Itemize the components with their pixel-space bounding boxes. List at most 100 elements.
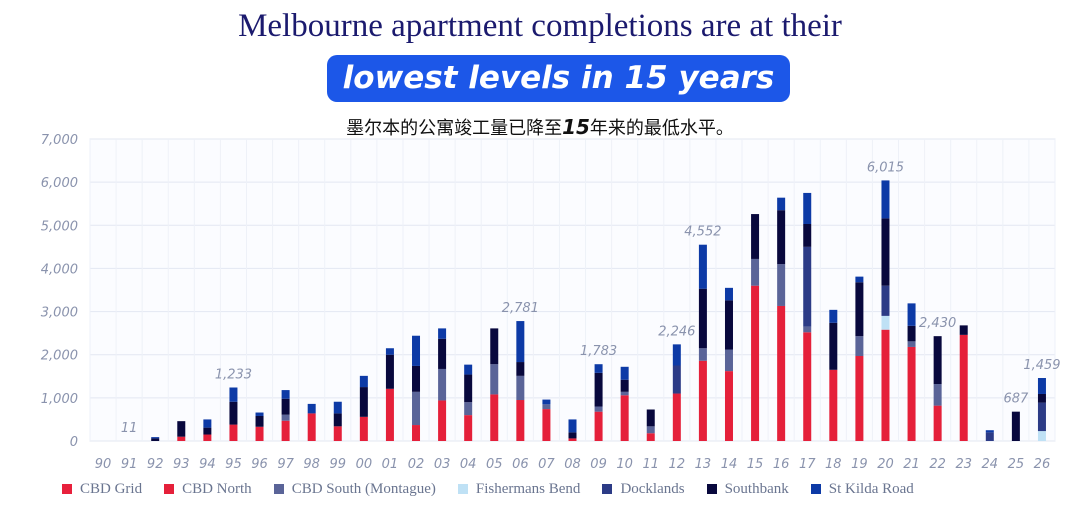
bar-segment — [881, 315, 890, 330]
bar-segment — [881, 218, 890, 286]
legend-item: CBD North — [164, 480, 252, 498]
x-tick-label: 94 — [199, 457, 216, 472]
bar-segment — [359, 375, 368, 388]
data-label: 2,246 — [658, 324, 695, 339]
x-tick-label: 24 — [982, 457, 999, 472]
bar-segment — [464, 374, 473, 403]
bar-segment — [1037, 431, 1046, 441]
bar-segment — [516, 321, 525, 363]
bar-segment — [464, 415, 473, 441]
bar-segment — [855, 336, 864, 357]
bar-segment — [1037, 393, 1046, 403]
legend-label: Fishermans Bend — [475, 480, 581, 497]
y-axis-ticks: 0 1,000 2,000 3,000 4,000 5,000 6,000 7,000 — [41, 133, 78, 450]
chart-title: Melbourne apartment completions are at t… — [238, 8, 842, 44]
legend-item: Southbank — [706, 480, 789, 498]
legend-swatch — [810, 484, 821, 494]
x-tick-label: 09 — [590, 457, 607, 472]
bar-segment — [203, 419, 212, 428]
bar-segment — [777, 210, 786, 265]
bar-segment — [177, 421, 186, 437]
bar-segment — [568, 419, 577, 433]
bar-segment — [907, 303, 916, 326]
bar-segment — [333, 413, 342, 427]
x-tick-label: 04 — [460, 457, 477, 472]
bar-segment — [829, 309, 838, 323]
legend-label: CBD South (Montague) — [291, 480, 436, 497]
bar-segment — [516, 400, 525, 441]
bar-segment — [359, 416, 368, 441]
x-tick-label: 18 — [825, 457, 842, 472]
x-tick-label: 96 — [251, 457, 268, 472]
bar-segment — [412, 365, 421, 392]
x-tick-label: 17 — [799, 457, 816, 472]
bar-segment — [359, 387, 368, 417]
x-tick-label: 20 — [877, 457, 894, 472]
bar-segment — [672, 365, 681, 394]
x-tick-label: 26 — [1034, 457, 1051, 472]
bar-segment — [933, 336, 942, 385]
bar-segment — [829, 322, 838, 370]
bar-segment — [464, 402, 473, 416]
bar-segment — [307, 413, 316, 441]
bar-segment — [490, 364, 499, 395]
bar-segment — [333, 401, 342, 414]
bar-segment — [464, 364, 473, 375]
legend-label: Docklands — [620, 480, 685, 497]
bar-segment — [933, 384, 942, 406]
bar-segment — [385, 388, 394, 441]
x-tick-label: 00 — [356, 457, 373, 472]
bar-segment — [281, 414, 290, 421]
bar-segment — [907, 346, 916, 441]
legend-item: St Kilda Road — [810, 480, 914, 498]
x-tick-label: 90 — [95, 457, 112, 472]
bar-segment — [438, 368, 447, 401]
data-label: 4,552 — [684, 225, 721, 240]
x-tick-label: 25 — [1008, 457, 1025, 472]
x-axis-ticks: 90 91 92 93 94 95 96 97 98 99 00 01 02 03 04 05 06 07 08 09… — [95, 457, 1050, 472]
bar-segment — [438, 400, 447, 441]
data-label: 1,783 — [580, 344, 617, 359]
x-tick-label: 02 — [408, 457, 425, 472]
x-tick-label: 21 — [903, 457, 920, 472]
legend-label: Southbank — [724, 480, 789, 497]
bar-segment — [568, 432, 577, 439]
bar-segment — [516, 375, 525, 401]
bar-segment — [255, 415, 264, 427]
bar-segment — [568, 438, 577, 441]
bar-segment — [281, 398, 290, 415]
x-tick-label: 19 — [851, 457, 868, 472]
legend-swatch — [602, 484, 613, 494]
legend-label: St Kilda Road — [828, 480, 914, 497]
bar-segment — [620, 395, 629, 441]
y-tick-label: 3,000 — [41, 306, 78, 321]
legend-item: CBD South (Montague) — [273, 480, 436, 498]
bar-segment — [151, 438, 160, 441]
data-label: 11 — [121, 421, 138, 436]
bar-segment — [724, 371, 733, 441]
x-tick-label: 95 — [225, 457, 242, 472]
legend-label: CBD North — [182, 480, 252, 497]
bar-segment — [855, 276, 864, 283]
x-tick-label: 92 — [147, 457, 164, 472]
bar-segment — [333, 426, 342, 441]
bar-segment — [490, 328, 499, 365]
bar-segment — [1011, 411, 1020, 441]
bars — [151, 180, 1046, 441]
subtitle-text-end: 年来的最低水平。 — [589, 118, 734, 139]
bar-segment — [672, 393, 681, 441]
subtitle-text-start: 墨尔本的公寓竣工量已降至 — [346, 118, 563, 139]
x-tick-label: 97 — [277, 457, 294, 472]
x-tick-label: 16 — [773, 457, 790, 472]
data-label: 2,781 — [502, 301, 539, 316]
bar-segment — [1037, 402, 1046, 432]
bar-segment — [281, 420, 290, 441]
legend-swatch — [62, 484, 72, 494]
data-label: 2,430 — [919, 316, 956, 331]
bar-segment — [620, 366, 629, 380]
bar-segment — [255, 426, 264, 441]
bar-segment — [881, 180, 890, 219]
bar-segment — [855, 356, 864, 441]
title-highlight-banner: lowest levels in 15 years — [327, 55, 790, 102]
